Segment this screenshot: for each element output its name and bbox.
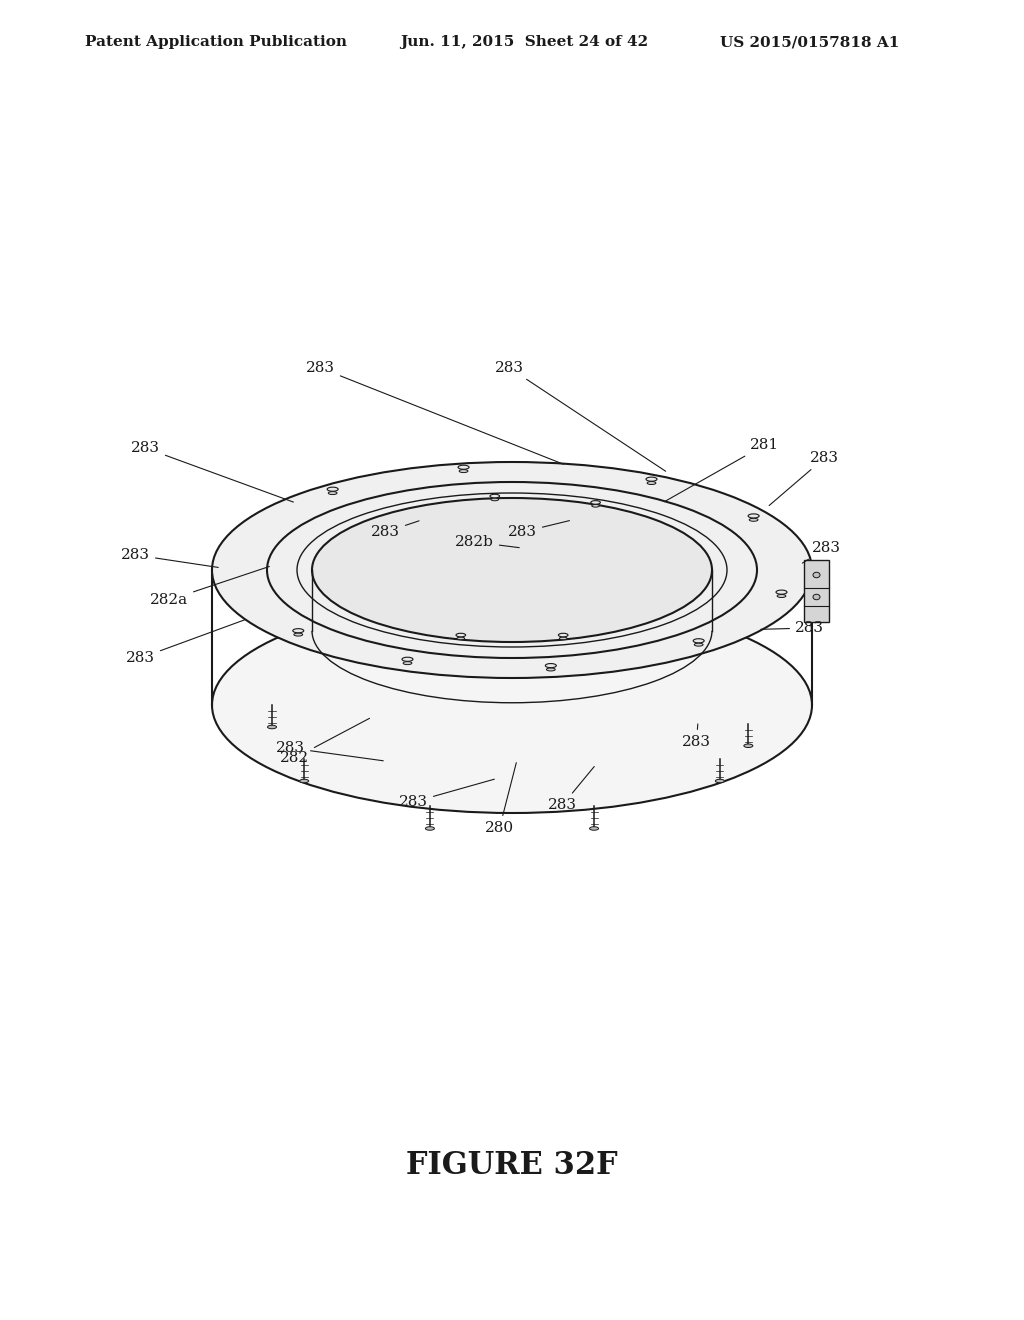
Text: 283: 283 xyxy=(508,520,569,539)
Ellipse shape xyxy=(749,513,759,517)
Ellipse shape xyxy=(403,661,412,665)
Text: 283: 283 xyxy=(682,723,711,748)
Ellipse shape xyxy=(489,494,500,498)
Ellipse shape xyxy=(459,470,468,473)
Text: US 2015/0157818 A1: US 2015/0157818 A1 xyxy=(720,36,899,49)
Text: 283: 283 xyxy=(769,451,839,506)
Ellipse shape xyxy=(647,482,656,484)
Ellipse shape xyxy=(294,634,303,636)
Ellipse shape xyxy=(267,725,276,729)
Ellipse shape xyxy=(813,573,820,578)
Text: 283: 283 xyxy=(803,541,841,564)
Ellipse shape xyxy=(425,826,434,830)
Text: 283: 283 xyxy=(276,741,383,760)
Ellipse shape xyxy=(693,639,705,643)
Text: FIGURE 32F: FIGURE 32F xyxy=(407,1150,617,1180)
FancyBboxPatch shape xyxy=(804,560,829,622)
Text: Jun. 11, 2015  Sheet 24 of 42: Jun. 11, 2015 Sheet 24 of 42 xyxy=(400,36,648,49)
Text: 282a: 282a xyxy=(150,566,269,607)
Text: 280: 280 xyxy=(485,763,516,836)
Ellipse shape xyxy=(457,638,465,640)
Ellipse shape xyxy=(312,498,712,642)
Ellipse shape xyxy=(694,643,703,647)
Text: 283: 283 xyxy=(495,360,666,471)
Ellipse shape xyxy=(743,744,753,747)
Ellipse shape xyxy=(327,487,338,491)
Ellipse shape xyxy=(558,634,568,636)
Text: 283: 283 xyxy=(371,521,419,539)
Text: 283: 283 xyxy=(548,767,594,812)
Text: 281: 281 xyxy=(665,438,779,502)
Ellipse shape xyxy=(546,664,556,668)
Text: 283: 283 xyxy=(399,779,495,809)
Text: 283: 283 xyxy=(121,548,218,568)
Ellipse shape xyxy=(591,500,600,504)
Ellipse shape xyxy=(777,594,785,598)
Ellipse shape xyxy=(590,826,599,830)
Ellipse shape xyxy=(458,465,469,470)
Ellipse shape xyxy=(776,590,787,594)
Text: 283: 283 xyxy=(761,620,824,635)
Ellipse shape xyxy=(646,477,657,482)
Ellipse shape xyxy=(490,498,499,500)
Text: 282b: 282b xyxy=(455,535,519,549)
Text: 283: 283 xyxy=(131,441,294,502)
Ellipse shape xyxy=(329,491,337,495)
Text: Patent Application Publication: Patent Application Publication xyxy=(85,36,347,49)
Ellipse shape xyxy=(813,594,820,599)
Ellipse shape xyxy=(750,519,758,521)
Ellipse shape xyxy=(716,779,724,783)
Text: 283: 283 xyxy=(306,360,563,465)
Text: 282: 282 xyxy=(280,718,370,766)
Ellipse shape xyxy=(456,634,466,636)
Ellipse shape xyxy=(402,657,413,661)
Ellipse shape xyxy=(300,779,308,783)
Ellipse shape xyxy=(592,504,599,507)
Ellipse shape xyxy=(212,597,812,813)
Ellipse shape xyxy=(547,668,555,671)
Ellipse shape xyxy=(293,628,304,632)
Ellipse shape xyxy=(212,462,812,678)
Ellipse shape xyxy=(559,638,567,640)
Text: 283: 283 xyxy=(126,619,246,665)
